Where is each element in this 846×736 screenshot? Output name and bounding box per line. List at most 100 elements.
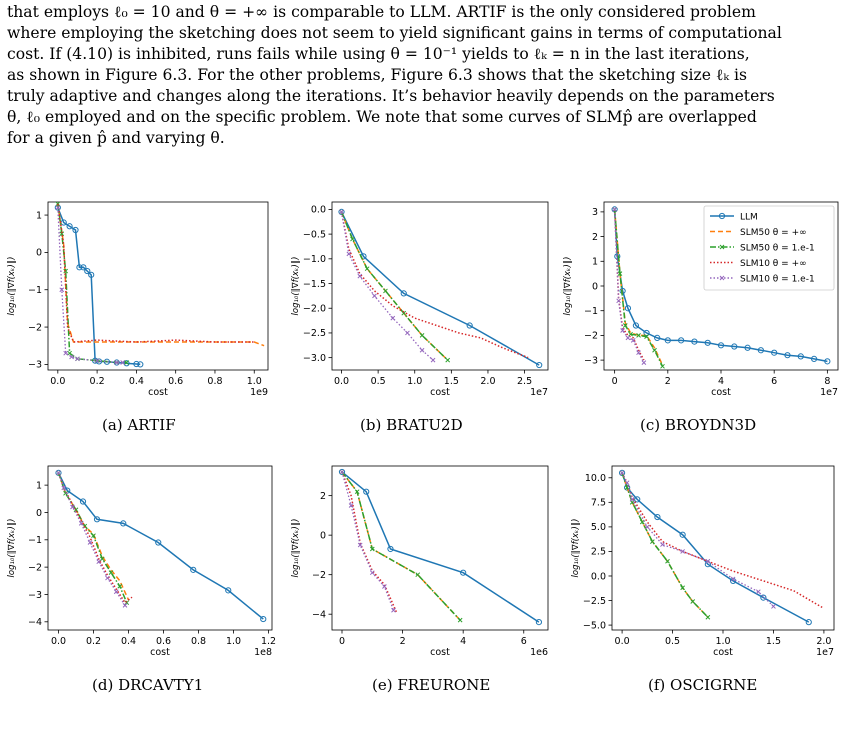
panel-caption: (c) BROYDN3D bbox=[640, 416, 757, 434]
chart-panel: 0.0 0.5 1.0 1.5 2.0 10.0 7.5 5.0 2.5 0.0 −2.5 −5.0 c… bbox=[560, 460, 846, 695]
y-tick-label: −1 bbox=[584, 306, 598, 317]
data-point bbox=[744, 344, 751, 351]
x-axis-label: cost bbox=[711, 387, 731, 398]
legend-label: SLM50 θ = +∞ bbox=[740, 228, 807, 238]
y-tick-label: −0.5 bbox=[303, 229, 326, 240]
legend-marker bbox=[719, 275, 725, 281]
y-tick-label: 0 bbox=[592, 281, 598, 292]
series-group bbox=[618, 469, 825, 626]
legend-label: LLM bbox=[740, 212, 758, 222]
data-point bbox=[634, 496, 641, 503]
y-axis-label: log₁₀(‖∇f(xₖ)‖) bbox=[7, 257, 17, 316]
x-tick-label: 0.0 bbox=[51, 636, 66, 647]
data-point bbox=[405, 330, 410, 336]
series-group bbox=[338, 208, 543, 369]
x-tick-label: 2 bbox=[665, 376, 671, 387]
y-axis-label: log₁₀(‖∇f(xₖ)‖) bbox=[291, 519, 301, 578]
data-point bbox=[350, 236, 355, 242]
data-point bbox=[678, 337, 685, 344]
data-point bbox=[620, 328, 625, 333]
data-point bbox=[628, 331, 633, 337]
data-point bbox=[96, 559, 102, 565]
data-point bbox=[797, 353, 804, 360]
data-point bbox=[457, 617, 463, 623]
data-point bbox=[357, 273, 363, 279]
data-point bbox=[59, 287, 65, 293]
y-tick-label: −3.0 bbox=[303, 353, 326, 364]
data-point bbox=[644, 524, 650, 530]
chart-svg: 0.0 0.2 0.4 0.6 0.8 1.0 1.2 1 0 −1 −2 −3 −4 cost 1e8 lo… bbox=[7, 465, 276, 658]
chart-panel: 0 2 4 6 8 3 2 1 0 −1 −2 −3 cost 1e7 log₁₀(‖∇f(xₖ)‖) LLM… bbox=[560, 196, 846, 434]
x-tick-label: 2.0 bbox=[480, 376, 495, 387]
y-tick-label: −2 bbox=[584, 331, 598, 342]
x-tick-label: 1.0 bbox=[226, 636, 241, 647]
data-point bbox=[63, 490, 68, 496]
data-point bbox=[664, 337, 671, 344]
data-point bbox=[641, 360, 647, 365]
series-group bbox=[338, 468, 543, 626]
panel-caption: (a) ARTIF bbox=[102, 416, 176, 434]
data-point bbox=[66, 223, 73, 230]
y-tick-label: −4 bbox=[28, 617, 42, 628]
data-point bbox=[757, 347, 764, 354]
data-point bbox=[632, 322, 640, 329]
data-point bbox=[691, 338, 698, 345]
legend: LLM SLM50 θ = +∞ SLM50 θ = 1.e-1 SLM10 θ = … bbox=[703, 205, 835, 291]
data-point bbox=[643, 329, 650, 337]
y-tick-label: −1.5 bbox=[303, 279, 326, 290]
data-point bbox=[72, 226, 79, 234]
data-point bbox=[625, 335, 631, 341]
data-point bbox=[56, 470, 61, 476]
chart-panel: 0.0 0.2 0.4 0.6 0.8 1.0 1 0 −1 −2 −3 cost 1e9 log₁₀(‖… bbox=[0, 196, 280, 434]
data-point bbox=[824, 358, 831, 365]
data-point bbox=[339, 209, 344, 215]
y-tick-label: 0 bbox=[36, 508, 42, 519]
data-point bbox=[339, 469, 345, 475]
data-point bbox=[108, 570, 114, 575]
data-point bbox=[466, 322, 473, 329]
y-tick-label: −2 bbox=[28, 562, 42, 573]
data-point bbox=[260, 615, 267, 623]
data-point bbox=[94, 358, 100, 364]
x-offset-label: 1e7 bbox=[820, 387, 838, 398]
data-point bbox=[624, 305, 632, 312]
data-point bbox=[619, 470, 625, 476]
series-line bbox=[340, 211, 449, 361]
y-tick-label: 3 bbox=[592, 207, 598, 218]
data-point bbox=[760, 594, 767, 601]
y-tick-label: 10.0 bbox=[585, 473, 606, 484]
x-tick-label: 4 bbox=[460, 636, 466, 647]
x-tick-label: 0.8 bbox=[191, 636, 206, 647]
data-point bbox=[654, 513, 661, 521]
data-point bbox=[369, 546, 375, 552]
data-point bbox=[78, 521, 84, 526]
data-point bbox=[624, 480, 630, 486]
data-point bbox=[680, 549, 685, 554]
x-axis-label: cost bbox=[430, 647, 450, 658]
chart-svg: 0 2 4 6 2 0 −2 −4 cost 1e6 log₁₀(‖∇f(xₖ)‖) bbox=[291, 465, 549, 658]
data-point bbox=[63, 350, 69, 356]
figure-6-3: 0.0 0.2 0.4 0.6 0.8 1.0 1 0 −1 −2 −3 cost 1e9 log₁₀(‖… bbox=[0, 188, 846, 736]
data-point bbox=[80, 264, 87, 271]
data-point bbox=[61, 485, 67, 491]
y-tick-label: 1 bbox=[36, 480, 42, 491]
legend-box bbox=[703, 205, 835, 291]
data-point bbox=[124, 600, 130, 606]
paragraph-line: cost. If (4.10) is inhibited, runs fails… bbox=[7, 45, 750, 63]
data-point bbox=[114, 360, 120, 365]
x-tick-label: 1.2 bbox=[261, 636, 276, 647]
y-tick-label: −1.0 bbox=[303, 254, 326, 265]
series-line bbox=[340, 211, 529, 359]
x-tick-label: 0.5 bbox=[665, 636, 680, 647]
data-point bbox=[55, 469, 62, 476]
data-point bbox=[124, 360, 129, 365]
data-point bbox=[665, 558, 670, 564]
data-point bbox=[372, 293, 377, 299]
series-line bbox=[341, 471, 395, 611]
series-line bbox=[613, 209, 664, 367]
y-tick-label: −1 bbox=[28, 285, 42, 296]
y-tick-label: −1 bbox=[28, 535, 42, 546]
y-tick-label: 2 bbox=[592, 232, 598, 243]
axes-frame bbox=[47, 465, 273, 631]
paragraph-line: as shown in Figure 6.3. For the other pr… bbox=[7, 66, 748, 84]
